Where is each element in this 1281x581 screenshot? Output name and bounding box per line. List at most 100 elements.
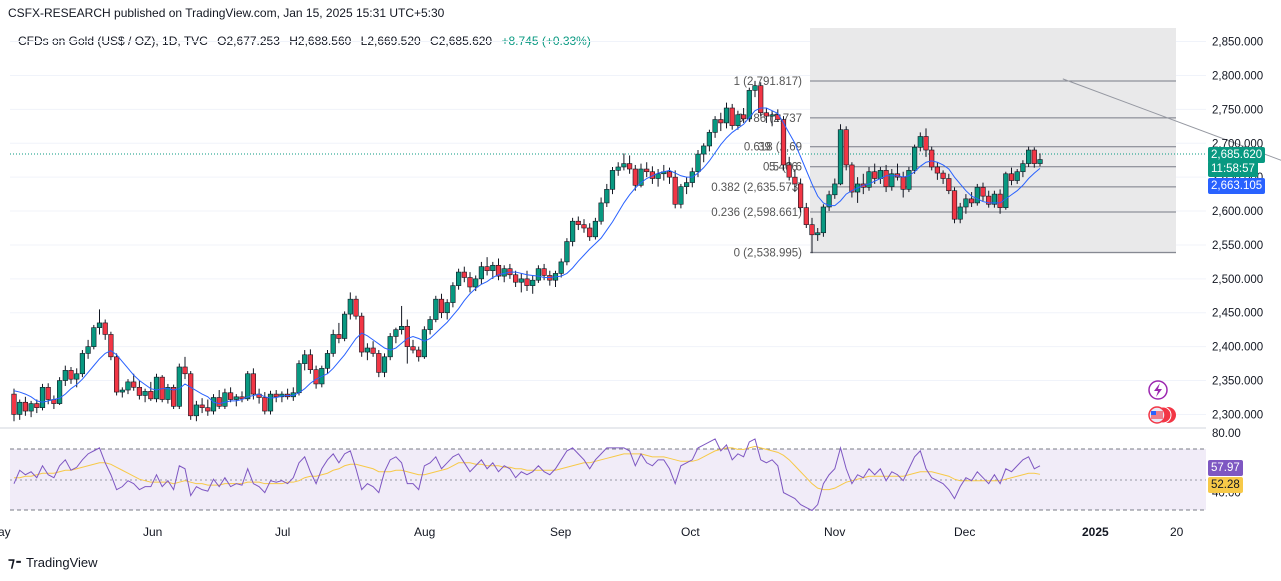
candle-body [740,114,747,120]
candle-body [991,193,997,205]
x-tick-label: Nov [824,525,845,539]
candle [626,155,633,174]
candle-body [96,322,103,328]
candle [518,273,524,293]
candle-body [1031,149,1037,164]
candle [433,295,439,323]
candle [832,178,838,199]
candle [39,383,46,411]
candle-body [233,396,239,400]
candle-body [997,193,1003,208]
candle-body [114,356,120,393]
candle-body [706,132,712,147]
candle-body [946,178,952,192]
candle-body [695,153,701,173]
candle [826,190,832,212]
candle-body [188,373,194,417]
candle [746,87,752,122]
y-tick-label: 2,850.000 [1212,37,1263,49]
candle-body [626,163,633,170]
candle-body [900,176,906,190]
candle [609,166,616,195]
candle [256,388,262,404]
candle-body [193,404,200,417]
candle [410,339,416,354]
ohlc-close: C2,685.620 [430,34,493,48]
candle-body [239,396,245,400]
candle [450,282,456,308]
candle [701,143,707,163]
candle [28,400,34,418]
candle-body [581,224,587,229]
ma-value-label: 2,663.105 [1208,178,1266,194]
candle-body [91,327,97,347]
candle-body [39,387,46,408]
fib-level-label: 0 (2,538.995) [734,247,803,259]
candle-body [815,232,821,236]
candle [558,258,564,278]
candle [376,350,382,378]
candle [216,390,222,410]
candle [547,270,553,286]
candle-body [410,346,416,351]
fib-level-label: 0.236 (2,598.661) [711,207,802,219]
candle-body [575,220,581,225]
candle [740,108,747,123]
candle [284,388,291,400]
candle-body [683,182,690,187]
ohlc-open: O2,677.253 [217,34,280,48]
candle [336,322,342,344]
candle-body [416,349,422,358]
x-tick-label: Jun [143,525,162,539]
candle-body [336,334,342,339]
candle [347,292,353,320]
candle [934,162,940,180]
candle [381,353,388,378]
economic-events-flags-icon[interactable] [1148,406,1176,424]
candle [621,153,627,171]
candle [512,270,519,287]
tradingview-logo-icon[interactable]: ⁊⁃ [8,554,22,570]
candle-body [712,119,718,133]
x-tick-label: 2025 [1082,525,1109,539]
candle-body [119,389,125,393]
candle [324,350,331,374]
candle [51,395,57,410]
candle-body [980,187,986,197]
y-tick-label: 2,800.000 [1212,70,1263,82]
candle [889,169,895,191]
candle [142,388,148,403]
fib-level-label: 0.382 (2,635.573) [711,182,802,194]
candle-body [672,176,678,205]
candle-body [638,168,644,186]
candle [917,132,923,152]
candle [866,166,872,191]
candle [872,163,878,184]
candle-body [780,119,787,166]
candle-body [176,366,182,407]
candle-body [530,279,536,286]
candle [986,190,992,208]
candle-body [512,274,519,283]
candle-body [262,397,268,412]
candle-body [222,392,228,407]
candle [62,365,68,386]
candles [11,80,1043,422]
rsi-band [10,449,1206,510]
candle-body [917,136,923,148]
candle-body [1020,163,1026,173]
candle-body [307,354,314,370]
y-tick-label: 2,500.000 [1212,274,1263,286]
candle [644,162,650,178]
candle [153,373,160,403]
lightning-icon[interactable] [1148,380,1168,400]
trendline[interactable] [1062,78,1281,251]
footer-brand[interactable]: TradingView [25,555,98,570]
candle-body [718,119,724,124]
candle [353,295,359,320]
symbol-name[interactable]: CFDs on Gold (US$ / OZ), 1D, TVC [18,34,208,48]
candle-body [729,107,735,126]
candle-body [490,264,496,272]
x-tick-label: Dec [954,525,975,539]
